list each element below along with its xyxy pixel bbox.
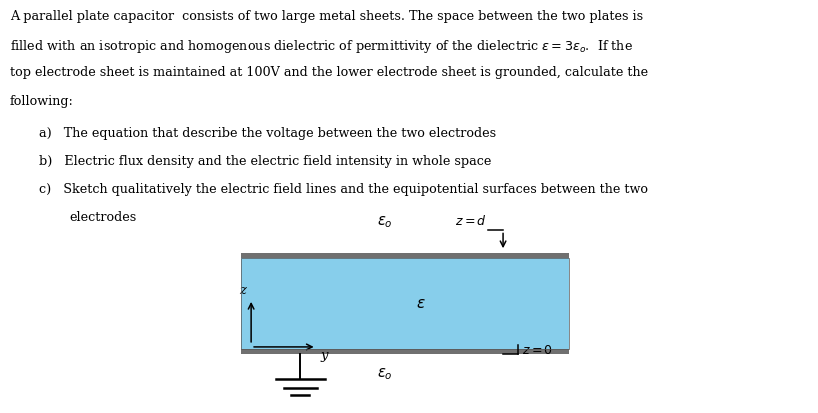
Bar <box>241 349 569 354</box>
Text: top electrode sheet is maintained at 100V and the lower electrode sheet is groun: top electrode sheet is maintained at 100… <box>10 66 648 79</box>
Text: A parallel plate capacitor  consists of two large metal sheets. The space betwee: A parallel plate capacitor consists of t… <box>10 10 643 23</box>
Text: y: y <box>321 349 328 362</box>
Text: z: z <box>239 284 246 297</box>
Text: filled with an isotropic and homogenous dielectric of permittivity of the dielec: filled with an isotropic and homogenous … <box>10 38 633 55</box>
Text: $z = d$: $z = d$ <box>455 214 487 228</box>
Text: $\varepsilon$: $\varepsilon$ <box>416 297 426 311</box>
Text: c)   Sketch qualitatively the electric field lines and the equipotential surface: c) Sketch qualitatively the electric fie… <box>39 183 648 196</box>
Bar <box>241 258 569 349</box>
Text: $z = 0$: $z = 0$ <box>522 344 553 357</box>
Text: $\varepsilon_o$: $\varepsilon_o$ <box>377 215 393 230</box>
Text: b)   Electric flux density and the electric field intensity in whole space: b) Electric flux density and the electri… <box>39 155 492 168</box>
Text: electrodes: electrodes <box>70 211 137 224</box>
Text: a)   The equation that describe the voltage between the two electrodes: a) The equation that describe the voltag… <box>39 127 497 140</box>
Text: $\varepsilon_o$: $\varepsilon_o$ <box>377 366 393 382</box>
Bar <box>241 253 569 258</box>
Bar <box>241 258 569 349</box>
Text: following:: following: <box>10 95 74 107</box>
